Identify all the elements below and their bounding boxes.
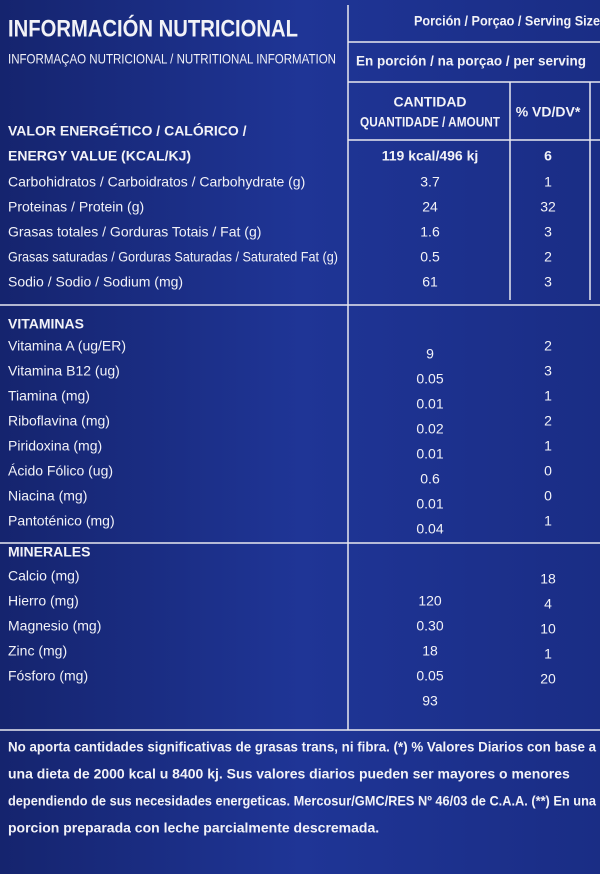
section-title: VITAMINAS bbox=[8, 316, 84, 332]
nutrient-label: Grasas totales / Gorduras Totais / Fat (… bbox=[8, 224, 261, 240]
nutrient-amount: 61 bbox=[422, 274, 438, 290]
vitamin-amount: 0.01 bbox=[416, 396, 443, 412]
mineral-amount: 93 bbox=[422, 693, 438, 709]
column-head: QUANTIDADE / AMOUNT bbox=[360, 114, 500, 130]
nutrient-amount: 3.7 bbox=[420, 174, 440, 190]
nutrient-dv: 3 bbox=[544, 274, 552, 290]
mineral-amount: 18 bbox=[422, 643, 438, 659]
vitamin-label: Niacina (mg) bbox=[8, 488, 87, 504]
vitamin-label: Vitamina A (ug/ER) bbox=[8, 338, 126, 354]
vitamin-label: Vitamina B12 (ug) bbox=[8, 363, 120, 379]
mineral-label: Zinc (mg) bbox=[8, 643, 67, 659]
mineral-amount: 0.30 bbox=[416, 618, 443, 634]
footnote: dependiendo de sus necesidades energetic… bbox=[8, 793, 596, 809]
mineral-amount: 120 bbox=[418, 593, 442, 609]
nutrient-label: Proteinas / Protein (g) bbox=[8, 199, 144, 215]
nutrient-label: Sodio / Sodio / Sodium (mg) bbox=[8, 274, 183, 290]
vitamin-dv: 1 bbox=[544, 438, 552, 454]
vitamin-amount: 0.01 bbox=[416, 446, 443, 462]
vitamin-dv: 2 bbox=[544, 413, 552, 429]
vitamin-label: Tiamina (mg) bbox=[8, 388, 90, 404]
footnote: porcion preparada con leche parcialmente… bbox=[8, 820, 379, 836]
vitamin-label: Ácido Fólico (ug) bbox=[8, 463, 113, 479]
mineral-dv: 18 bbox=[540, 571, 556, 587]
nutrient-label: Grasas saturadas / Gorduras Saturadas / … bbox=[8, 249, 338, 265]
vitamin-amount: 0.02 bbox=[416, 421, 443, 437]
nutrient-dv: 3 bbox=[544, 224, 552, 240]
column-head: CANTIDAD bbox=[393, 94, 466, 110]
vitamin-label: Piridoxina (mg) bbox=[8, 438, 102, 454]
energy-label: VALOR ENERGÉTICO / CALÓRICO / bbox=[8, 122, 247, 139]
mineral-amount: 0.05 bbox=[416, 668, 443, 684]
nutrient-dv: 1 bbox=[544, 174, 552, 190]
nutrient-dv: 2 bbox=[544, 249, 552, 265]
nutrient-amount: 0.5 bbox=[420, 249, 440, 265]
vitamin-dv: 1 bbox=[544, 388, 552, 404]
footnote: No aporta cantidades significativas de g… bbox=[8, 739, 596, 755]
title: INFORMACIÓN NUTRICIONAL bbox=[8, 14, 298, 42]
serving-per: En porción / na porçao / per serving bbox=[356, 53, 586, 69]
nutrient-label: Carbohidratos / Carboidratos / Carbohydr… bbox=[8, 174, 305, 190]
nutrient-dv: 32 bbox=[540, 199, 556, 215]
vitamin-amount: 9 bbox=[426, 346, 434, 362]
mineral-dv: 20 bbox=[540, 671, 556, 687]
vitamin-amount: 0.05 bbox=[416, 371, 443, 387]
mineral-dv: 10 bbox=[540, 621, 556, 637]
vitamin-dv: 2 bbox=[544, 338, 552, 354]
energy-dv: 6 bbox=[544, 148, 552, 164]
mineral-label: Calcio (mg) bbox=[8, 568, 80, 584]
energy-amount: 119 kcal/496 kj bbox=[382, 148, 479, 164]
column-head: % VD/DV* bbox=[516, 104, 581, 120]
nutrient-amount: 1.6 bbox=[420, 224, 440, 240]
nutrient-amount: 24 bbox=[422, 199, 438, 215]
vitamin-label: Pantoténico (mg) bbox=[8, 513, 115, 529]
section-title: MINERALES bbox=[8, 544, 90, 560]
footnote: una dieta de 2000 kcal u 8400 kj. Sus va… bbox=[8, 766, 570, 782]
subtitle: INFORMAÇAO NUTRICIONAL / NUTRITIONAL INF… bbox=[8, 51, 336, 67]
vitamin-dv: 0 bbox=[544, 463, 552, 479]
vitamin-label: Riboflavina (mg) bbox=[8, 413, 110, 429]
mineral-dv: 1 bbox=[544, 646, 552, 662]
mineral-label: Magnesio (mg) bbox=[8, 618, 101, 634]
mineral-label: Hierro (mg) bbox=[8, 593, 79, 609]
vitamin-dv: 3 bbox=[544, 363, 552, 379]
mineral-label: Fósforo (mg) bbox=[8, 668, 88, 684]
vitamin-amount: 0.01 bbox=[416, 496, 443, 512]
vitamin-dv: 1 bbox=[544, 513, 552, 529]
vitamin-amount: 0.6 bbox=[420, 471, 440, 487]
serving-title: Porción / Porçao / Serving Size bbox=[414, 13, 600, 29]
vitamin-amount: 0.04 bbox=[416, 521, 443, 537]
vitamin-dv: 0 bbox=[544, 488, 552, 504]
mineral-dv: 4 bbox=[544, 596, 552, 612]
energy-label: ENERGY VALUE (KCAL/KJ) bbox=[8, 148, 191, 164]
